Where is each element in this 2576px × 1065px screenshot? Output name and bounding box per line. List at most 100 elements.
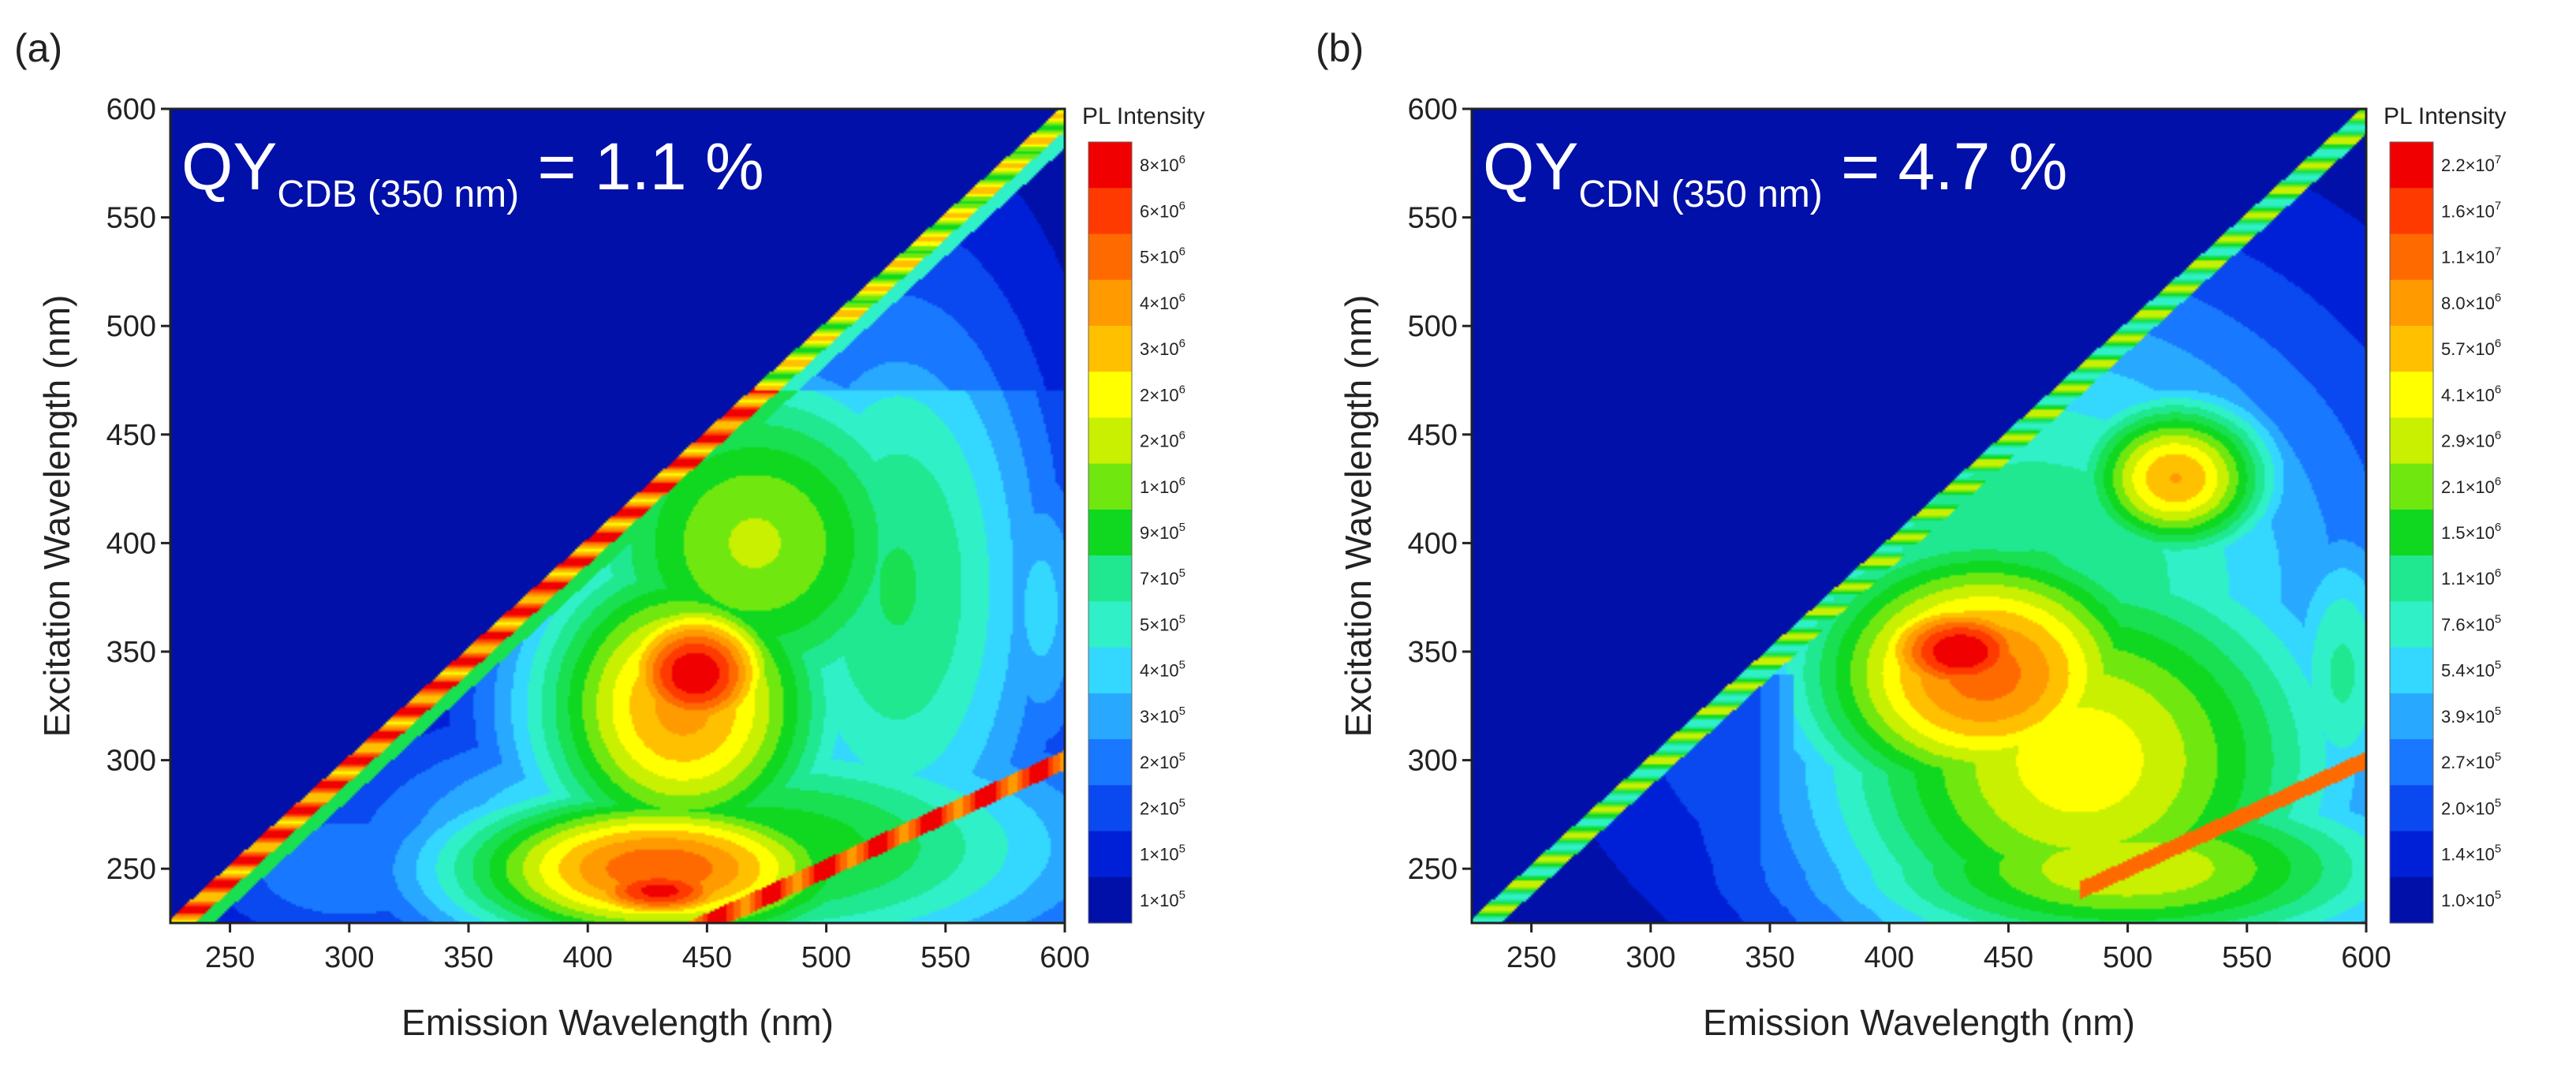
panel-a-colorbar-label: 5×105 bbox=[1140, 612, 1185, 634]
panel-a-y-tick-label: 600 bbox=[106, 93, 156, 126]
panel-a-colorbar-label: 8×106 bbox=[1140, 153, 1185, 175]
panel-a-colorbar-label: 2×106 bbox=[1140, 429, 1185, 451]
panel-a-colorbar-segment bbox=[1088, 417, 1132, 465]
panel-b-colorbar-frame bbox=[2389, 141, 2434, 924]
panel-b-qy-value: = 4.7 % bbox=[1823, 129, 2068, 204]
panel-a-x-tick-label: 550 bbox=[920, 941, 970, 974]
panel-b-colorbar-label: 7.6×105 bbox=[2441, 612, 2501, 634]
panel-b-colorbar-title: PL Intensity bbox=[2384, 103, 2507, 129]
panel-a-colorbar-segment bbox=[1088, 279, 1132, 327]
panel-b-colorbar-segment bbox=[2390, 555, 2433, 602]
panel-b-x-tick-label: 250 bbox=[1506, 941, 1556, 974]
panel-a-colorbar-segment bbox=[1088, 785, 1132, 832]
panel-b-colorbar-label: 2.7×105 bbox=[2441, 750, 2501, 772]
panel-a-x-tick-label: 500 bbox=[801, 941, 851, 974]
panel-b-y-axis-title: Excitation Wavelength (nm) bbox=[1338, 295, 1379, 738]
panel-b-x-tick-label: 600 bbox=[2341, 941, 2391, 974]
panel-a-colorbar-segment bbox=[1088, 372, 1132, 419]
panel-a-x-tick-label: 300 bbox=[324, 941, 374, 974]
panel-b-colorbar-label: 3.9×105 bbox=[2441, 704, 2501, 727]
panel-a-colorbar-label: 2×105 bbox=[1140, 750, 1185, 772]
panel-b-y-tick-label: 300 bbox=[1408, 745, 1458, 778]
panel-a-y-tick-label: 300 bbox=[106, 745, 156, 778]
panel-b-colorbar-label: 1.5×106 bbox=[2441, 521, 2501, 543]
panel-a-colorbar-label: 1×105 bbox=[1140, 888, 1185, 910]
panel-a-y-tick-label: 400 bbox=[106, 527, 156, 560]
panel-b-label: (b) bbox=[1316, 26, 1364, 70]
panel-a-colorbar-segment bbox=[1088, 876, 1132, 924]
panel-b-colorbar-label: 1.1×106 bbox=[2441, 566, 2501, 589]
panel-a-colorbar-segment bbox=[1088, 234, 1132, 281]
panel-b-colorbar-label: 2.9×106 bbox=[2441, 429, 2501, 451]
panel-a-colorbar: 8×106 6×106 5×106 4×106 3×106 2×106 2×106 1×106… bbox=[1088, 141, 1185, 924]
panel-a-colorbar-label: 2×105 bbox=[1140, 796, 1185, 818]
panel-a-qy-annotation: QYCDB (350 nm) = 1.1 % bbox=[181, 129, 764, 215]
panel-a-colorbar-segment bbox=[1088, 325, 1132, 372]
panel-a-colorbar-label: 5×106 bbox=[1140, 245, 1185, 267]
panel-a-colorbar-frame bbox=[1088, 141, 1133, 924]
panel-b-qy-prefix: QY bbox=[1483, 129, 1578, 204]
panel-a-colorbar-label: 3×106 bbox=[1140, 337, 1185, 359]
panel-a-colorbar-segment bbox=[1088, 188, 1132, 235]
panel-b-colorbar-segment bbox=[2390, 372, 2433, 419]
panel-a-colorbar-segment bbox=[1088, 601, 1132, 648]
panel-b-qy-annotation: QYCDN (350 nm) = 4.7 % bbox=[1483, 129, 2067, 215]
panel-b-colorbar-segment bbox=[2390, 509, 2433, 556]
panel-a-y-tick-label: 450 bbox=[106, 419, 156, 452]
panel-a-x-tick-label: 600 bbox=[1040, 941, 1089, 974]
panel-a-colorbar-segment bbox=[1088, 739, 1132, 786]
panel-a-x-tick-label: 350 bbox=[443, 941, 493, 974]
panel-b-colorbar-segment bbox=[2390, 234, 2433, 281]
panel-a-colorbar-label: 9×105 bbox=[1140, 521, 1185, 543]
panel-b-colorbar-segment bbox=[2390, 601, 2433, 648]
panel-b-colorbar-label: 5.4×105 bbox=[2441, 659, 2501, 681]
panel-a-colorbar-segment bbox=[1088, 831, 1132, 878]
panel-b-x-ticks: 250 300 350 400 450 500 550 600 bbox=[1506, 923, 2391, 974]
panel-b-colorbar-label: 1.1×107 bbox=[2441, 245, 2501, 267]
panel-b-colorbar-segment bbox=[2390, 693, 2433, 740]
panel-b-y-tick-label: 350 bbox=[1408, 636, 1458, 669]
panel-a-y-tick-label: 250 bbox=[106, 853, 156, 886]
panel-b-colorbar-segment bbox=[2390, 647, 2433, 694]
panel-b-colorbar-segment bbox=[2390, 188, 2433, 235]
panel-b-colorbar-label: 1.4×105 bbox=[2441, 843, 2501, 865]
panel-a: (a) QYCDB (350 nm) = 1.1 % 250 300 350 400 4… bbox=[14, 26, 1205, 1043]
panel-b-colorbar: 2.2×107 1.6×107 1.1×107 8.0×106 5.7×106 4.1×1… bbox=[2389, 141, 2501, 924]
panel-b-colorbar-label: 5.7×106 bbox=[2441, 337, 2501, 359]
panel-a-qy-prefix: QY bbox=[181, 129, 277, 204]
panel-b: (b) QYCDN (350 nm) = 4.7 % 250 300 350 400 4… bbox=[1316, 26, 2507, 1043]
panel-b-x-tick-label: 350 bbox=[1745, 941, 1794, 974]
panel-b-colorbar-segment bbox=[2390, 785, 2433, 832]
panel-a-x-ticks: 250 300 350 400 450 500 550 600 bbox=[205, 923, 1090, 974]
panel-a-label: (a) bbox=[14, 26, 62, 70]
panel-b-x-tick-label: 300 bbox=[1626, 941, 1675, 974]
panel-b-y-tick-label: 500 bbox=[1408, 310, 1458, 343]
panel-b-colorbar-label: 2.2×107 bbox=[2441, 153, 2501, 175]
panel-a-colorbar-label: 2×106 bbox=[1140, 383, 1185, 405]
panel-a-colorbar-label: 4×105 bbox=[1140, 659, 1185, 681]
panel-b-heatmap bbox=[1472, 109, 2366, 923]
panel-a-y-tick-label: 350 bbox=[106, 636, 156, 669]
panel-a-colorbar-segment bbox=[1088, 463, 1132, 510]
panel-a-colorbar-label: 4×106 bbox=[1140, 291, 1185, 313]
panel-a-colorbar-segment bbox=[1088, 693, 1132, 740]
panel-b-y-tick-label: 550 bbox=[1408, 202, 1458, 235]
panel-b-colorbar-segment bbox=[2390, 142, 2433, 189]
panel-a-plot-frame bbox=[169, 107, 1066, 925]
panel-a-colorbar-label: 3×105 bbox=[1140, 704, 1185, 727]
panel-a-colorbar-segment bbox=[1088, 555, 1132, 602]
panel-a-x-tick-label: 400 bbox=[562, 941, 612, 974]
panel-a-colorbar-label: 1×105 bbox=[1140, 843, 1185, 865]
panel-a-colorbar-label: 7×105 bbox=[1140, 566, 1185, 589]
panel-b-plot-frame bbox=[1470, 107, 2368, 925]
panel-a-y-ticks: 250 300 350 400 450 500 550 600 bbox=[106, 93, 170, 886]
panel-a-colorbar-title: PL Intensity bbox=[1082, 103, 1205, 129]
panel-b-x-axis-title: Emission Wavelength (nm) bbox=[1703, 1002, 2135, 1043]
panel-a-y-tick-label: 500 bbox=[106, 310, 156, 343]
panel-b-colorbar-segment bbox=[2390, 831, 2433, 878]
panel-b-colorbar-segment bbox=[2390, 279, 2433, 327]
panel-a-x-tick-label: 450 bbox=[682, 941, 732, 974]
panel-b-colorbar-label: 2.1×106 bbox=[2441, 475, 2501, 497]
panel-b-y-tick-label: 250 bbox=[1408, 853, 1458, 886]
